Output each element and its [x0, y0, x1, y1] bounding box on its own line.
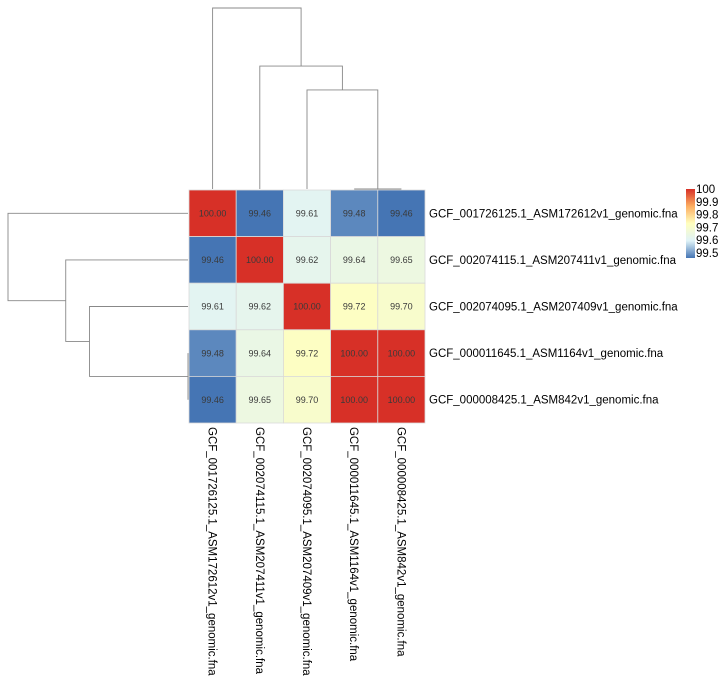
cell-value-label: 99.61: [201, 302, 224, 312]
cell-value-label: 100.00: [199, 209, 227, 219]
row-label: GCF_000008425.1_ASM842v1_genomic.fna: [429, 395, 659, 407]
heatmap-cell-r4-c0: [188, 375, 237, 424]
column-labels: GCF_001726125.1_ASM172612v1_genomic.fna G…: [206, 427, 407, 676]
cell-value-label: 100.00: [388, 395, 416, 405]
cell-value-label: 100.00: [340, 395, 368, 405]
heatmap-cell-r2-c1: [235, 282, 284, 331]
heatmap-cell-r4-c1: [235, 375, 284, 424]
heatmap-cell-r0-c0: [188, 189, 237, 237]
heatmap-cell-r4-c3: [330, 375, 379, 424]
heatmap-cell-r0-c1: [235, 189, 284, 237]
row-label: GCF_002074095.1_ASM207409v1_genomic.fna: [429, 302, 678, 314]
cell-value-label: 99.46: [201, 395, 224, 405]
cell-value-label: 99.62: [296, 255, 319, 265]
heatmap-cell-r2-c0: [188, 282, 237, 331]
heatmap-cells: 100.00 99.46 99.61 99.48 99.46 99.46 100.00 99.…: [188, 189, 426, 424]
cell-value-label: 100.00: [388, 348, 416, 358]
cell-value-label: 99.46: [390, 209, 413, 219]
row-label: GCF_002074115.1_ASM207411v1_genomic.fna: [429, 255, 677, 267]
cell-value-label: 99.72: [296, 348, 319, 358]
heatmap-cell-r0-c4: [377, 189, 426, 237]
heatmap-cell-r0-c3: [330, 189, 379, 237]
legend-tick-label: 100: [696, 184, 715, 196]
legend-tick-label: 99.7: [696, 222, 718, 234]
cell-value-label: 99.48: [201, 348, 224, 358]
cell-value-label: 100.00: [293, 302, 321, 312]
cell-value-label: 99.72: [343, 302, 366, 312]
column-dendrogram: [212, 7, 402, 190]
legend-tick-label: 99.8: [696, 210, 718, 222]
heatmap-cell-r3-c2: [282, 329, 331, 377]
column-label: GCF_002074115.1_ASM207411v1_genomic.fna: [253, 427, 265, 675]
heatmap-cell-r0-c2: [282, 189, 331, 237]
heatmap-cell-r2-c3: [330, 282, 379, 331]
heatmap-cell-r3-c1: [235, 329, 284, 377]
row-label: GCF_001726125.1_ASM172612v1_genomic.fna: [429, 208, 678, 220]
column-label: GCF_001726125.1_ASM172612v1_genomic.fna: [206, 427, 218, 676]
column-dendrogram-branch: [259, 65, 343, 189]
heatmap-cell-r1-c0: [188, 236, 237, 284]
heatmap-cell-r1-c1: [235, 236, 284, 284]
cell-value-label: 99.70: [296, 395, 319, 405]
cell-value-label: 99.62: [249, 302, 272, 312]
cell-value-label: 99.46: [249, 209, 272, 219]
cell-value-label: 99.65: [249, 395, 272, 405]
cell-value-label: 100.00: [246, 255, 274, 265]
heatmap-cell-r4-c4: [377, 375, 426, 424]
row-dendrogram-branch: [7, 212, 188, 302]
column-dendrogram-branch: [306, 89, 379, 189]
cell-value-label: 99.70: [390, 302, 413, 312]
column-label: GCF_002074095.1_ASM207409v1_genomic.fna: [300, 427, 312, 676]
row-label: GCF_000011645.1_ASM1164v1_genomic.fna: [429, 348, 664, 360]
heatmap-cell-r2-c2: [282, 282, 331, 331]
row-dendrogram-branch: [89, 306, 188, 377]
cell-value-label: 99.65: [390, 255, 413, 265]
cell-value-label: 99.46: [201, 255, 224, 265]
heatmap-cell-r2-c4: [377, 282, 426, 331]
legend-tick-label: 99.5: [696, 248, 718, 260]
row-dendrogram-branch: [65, 259, 188, 342]
column-dendrogram-branch: [212, 7, 302, 189]
heatmap-cell-r3-c4: [377, 329, 426, 377]
heatmap-cell-r4-c2: [282, 375, 331, 424]
cell-value-label: 99.48: [343, 209, 366, 219]
legend-tick-label: 99.6: [696, 235, 718, 247]
legend-tick-label: 99.9: [696, 197, 718, 209]
cell-value-label: 100.00: [340, 348, 368, 358]
cell-value-label: 99.64: [343, 255, 366, 265]
column-label: GCF_000008425.1_ASM842v1_genomic.fna: [394, 427, 406, 657]
row-dendrogram: [7, 212, 189, 400]
column-label: GCF_000011645.1_ASM1164v1_genomic.fna: [347, 427, 359, 662]
cell-value-label: 99.64: [249, 348, 272, 358]
cell-value-label: 99.61: [296, 209, 319, 219]
legend-color-bar: [686, 189, 695, 258]
row-labels: GCF_001726125.1_ASM172612v1_genomic.fna G…: [429, 208, 678, 406]
heatmap-cell-r3-c0: [188, 329, 237, 377]
